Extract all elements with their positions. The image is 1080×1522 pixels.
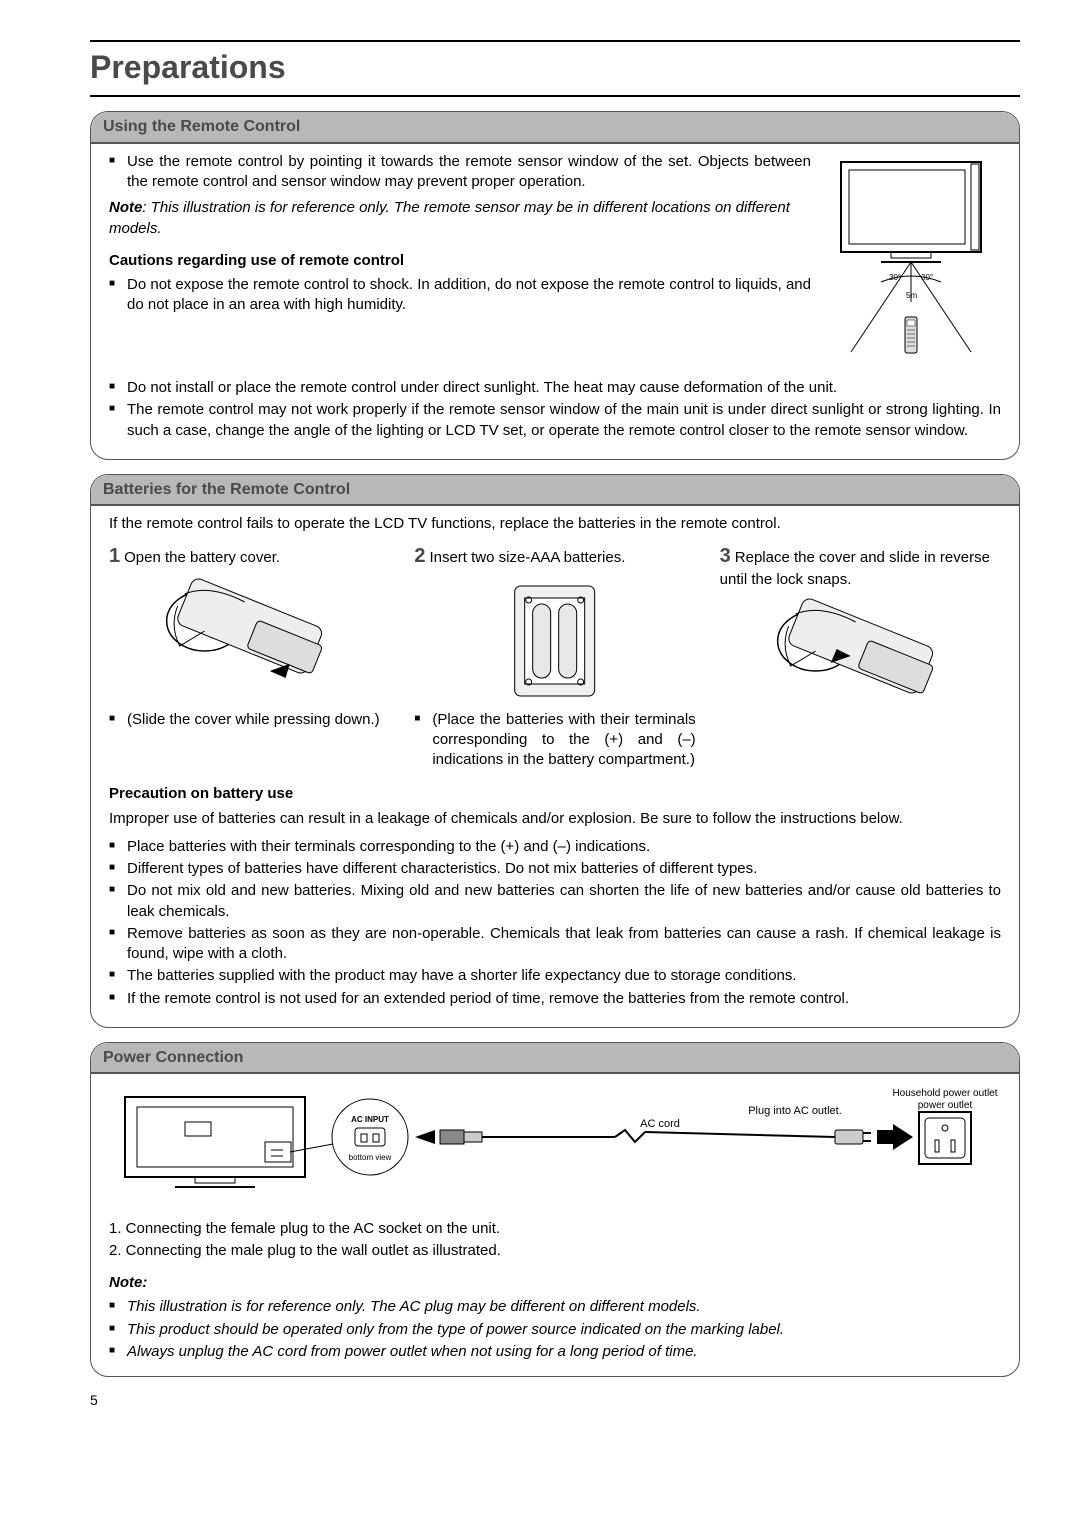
battery-step1-sub: (Slide the cover while pressing down.) [109, 710, 390, 730]
batteries-intro: If the remote control fails to operate t… [109, 514, 1001, 534]
precaution-3: Do not mix old and new batteries. Mixing… [109, 881, 1001, 922]
power-diagram-figure: AC INPUT bottom view AC cord Plu [109, 1082, 1001, 1208]
precaution-5: The batteries supplied with the product … [109, 966, 1001, 986]
precaution-4: Remove batteries as soon as they are non… [109, 924, 1001, 965]
svg-text:bottom view: bottom view [349, 1153, 392, 1162]
section-header-batteries: Batteries for the Remote Control [91, 475, 1019, 507]
precaution-2: Different types of batteries have differ… [109, 859, 1001, 879]
tv-sensor-figure: 30° 30° 5m [821, 152, 1001, 378]
remote-note: Note: This illustration is for reference… [109, 198, 811, 239]
precaution-heading: Precaution on battery use [109, 784, 1001, 804]
section-batteries: Batteries for the Remote Control If the … [90, 474, 1020, 1028]
battery-step2-sub: (Place the batteries with their terminal… [414, 710, 695, 771]
svg-text:Household power outlet: Household power outlet [892, 1088, 997, 1099]
battery-step-2: 2Insert two size-AAA batteries. (Place t… [414, 543, 695, 773]
battery-step3-figure [720, 596, 1001, 724]
section-header-power: Power Connection [91, 1043, 1019, 1075]
section-remote-control: Using the Remote Control Use the remote … [90, 111, 1020, 460]
svg-text:30°: 30° [889, 273, 901, 282]
caution-1: Do not expose the remote control to shoc… [109, 275, 811, 316]
page-number: 5 [90, 1391, 1020, 1410]
section-power: Power Connection AC INPUT bottom view [90, 1042, 1020, 1377]
caution-3: The remote control may not work properly… [109, 400, 1001, 441]
section-header-remote: Using the Remote Control [91, 112, 1019, 144]
svg-text:AC cord: AC cord [640, 1118, 680, 1130]
precaution-6: If the remote control is not used for an… [109, 989, 1001, 1009]
remote-bullet-1: Use the remote control by pointing it to… [109, 152, 811, 193]
precaution-1: Place batteries with their terminals cor… [109, 837, 1001, 857]
svg-text:Plug into AC outlet.: Plug into AC outlet. [748, 1105, 842, 1117]
cautions-heading: Cautions regarding use of remote control [109, 251, 811, 271]
svg-text:AC INPUT: AC INPUT [351, 1115, 389, 1124]
power-note-1: This illustration is for reference only.… [109, 1297, 1001, 1317]
svg-text:power outlet: power outlet [918, 1100, 973, 1111]
battery-step2-figure [414, 576, 695, 704]
power-step-2: 2. Connecting the male plug to the wall … [109, 1241, 1001, 1261]
power-note-3: Always unplug the AC cord from power out… [109, 1342, 1001, 1362]
precaution-intro: Improper use of batteries can result in … [109, 809, 1001, 829]
battery-step-1: 1Open the battery cover. (Slide the cove… [109, 543, 390, 773]
battery-step-3: 3Replace the cover and slide in reverse … [720, 543, 1001, 773]
power-step-1: 1. Connecting the female plug to the AC … [109, 1219, 1001, 1239]
power-note-label: Note: [109, 1273, 1001, 1293]
svg-text:30°: 30° [921, 273, 933, 282]
power-note-2: This product should be operated only fro… [109, 1320, 1001, 1340]
caution-2: Do not install or place the remote contr… [109, 378, 1001, 398]
svg-text:5m: 5m [906, 291, 917, 300]
battery-step1-figure [109, 576, 390, 704]
page-title: Preparations [90, 40, 1020, 97]
